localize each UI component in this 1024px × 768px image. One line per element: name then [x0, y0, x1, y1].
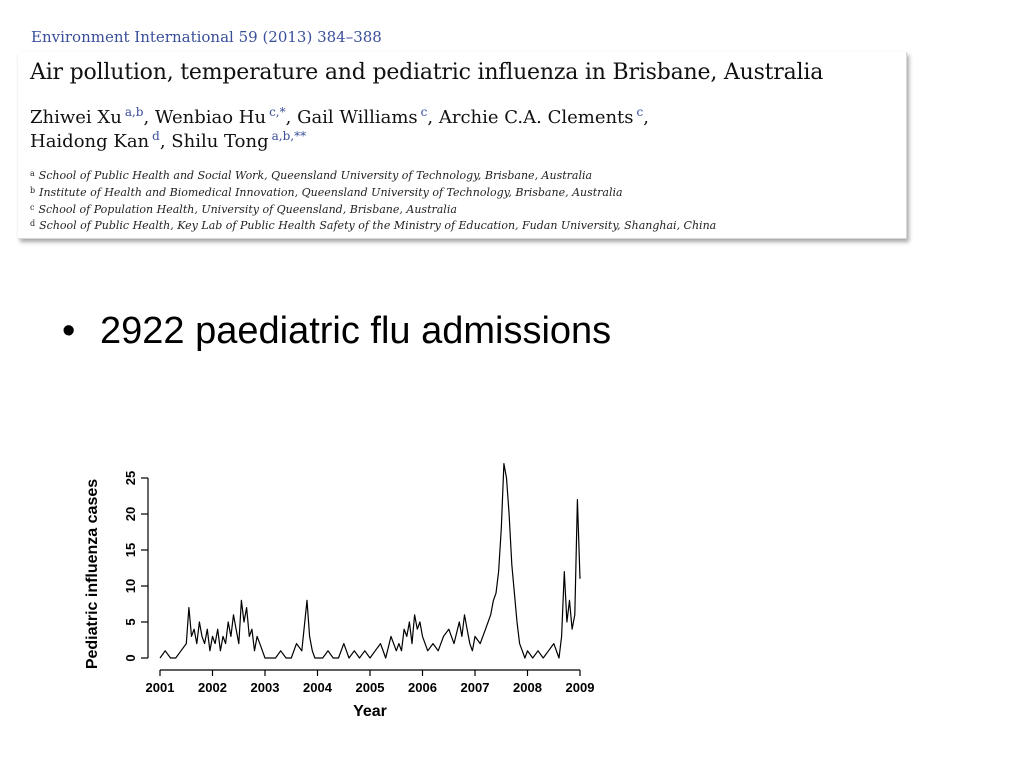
journal-citation: Environment International 59 (2013) 384–… — [31, 28, 382, 46]
author-name: Gail Williams — [297, 107, 418, 128]
chart-root: 0 5 10 15 20 25 2001 2002 2003 2004 2005 2006 2007 20… — [84, 463, 595, 720]
author-name: Wenbiao Hu — [154, 107, 267, 128]
author-affiliation-marker[interactable]: c — [636, 105, 644, 119]
author-affiliation-marker[interactable]: c,* — [269, 105, 286, 119]
affiliation-text: Institute of Health and Biomedical Innov… — [39, 186, 623, 199]
y-tick-label: 10 — [123, 579, 138, 593]
affiliation-text: School of Population Health, University … — [38, 203, 457, 216]
bullet-point: • 2922 paediatric flu admissions — [62, 310, 611, 353]
x-tick-label: 2003 — [251, 680, 280, 695]
paper-header-card — [18, 52, 907, 239]
affiliation-d: d School of Public Health, Key Lab of Pub… — [30, 219, 716, 232]
x-tick-label: 2007 — [461, 680, 490, 695]
author-separator: , — [427, 107, 439, 128]
x-tick-label: 2006 — [408, 680, 437, 695]
bullet-text: 2922 paediatric flu admissions — [100, 310, 612, 352]
affiliation-key: b — [30, 186, 36, 195]
author-name: Shilu Tong — [171, 131, 269, 152]
author-affiliation-marker[interactable]: a,b,** — [271, 129, 307, 143]
affiliation-key: a — [30, 169, 35, 178]
y-tick-label: 0 — [123, 654, 138, 661]
affiliation-b: b Institute of Health and Biomedical Inno… — [30, 186, 623, 199]
series-line — [159, 463, 581, 659]
y-tick-label: 5 — [123, 618, 138, 625]
y-tick-label: 15 — [123, 543, 138, 557]
authors-line-1: Zhiwei Xu a,b, Wenbiao Hu c,*, Gail Willia… — [30, 105, 649, 128]
x-tick-label: 2008 — [513, 680, 542, 695]
author-separator: , — [159, 131, 172, 152]
affiliation-text: School of Public Health, Key Lab of Publ… — [39, 219, 717, 232]
paper-title: Air pollution, temperature and pediatric… — [30, 60, 824, 85]
x-tick-label: 2002 — [198, 680, 227, 695]
author-name: Archie C.A. Clements — [438, 107, 634, 128]
author-separator: , — [143, 107, 155, 128]
x-tick-label: 2001 — [146, 680, 175, 695]
affiliation-c: c School of Population Health, University… — [30, 203, 457, 216]
affiliation-text: School of Public Health and Social Work,… — [38, 169, 593, 182]
affiliation-a: a School of Public Health and Social Work… — [30, 169, 592, 182]
author-name: Haidong Kan — [30, 131, 150, 152]
y-tick-label: 25 — [123, 471, 138, 485]
y-axis-label: Pediatric influenza cases — [84, 479, 101, 669]
x-tick-label: 2004 — [303, 680, 333, 695]
author-affiliation-marker[interactable]: c — [420, 105, 428, 119]
y-tick-label: 20 — [123, 507, 138, 521]
x-axis-label: Year — [353, 703, 387, 720]
bullet-dot: • — [62, 310, 76, 352]
author-name: Zhiwei Xu — [30, 107, 122, 128]
x-tick-label: 2005 — [356, 680, 385, 695]
author-separator: , — [643, 107, 649, 128]
influenza-time-series-chart: 0 5 10 15 20 25 2001 2002 2003 2004 2005 2006 2007 20… — [84, 463, 595, 720]
author-separator: , — [285, 107, 298, 128]
author-affiliation-marker[interactable]: d — [152, 129, 160, 143]
affiliation-key: c — [30, 203, 35, 212]
affiliation-key: d — [30, 219, 36, 228]
authors-line-2: Haidong Kan d, Shilu Tong a,b,** — [30, 129, 307, 152]
x-tick-label: 2009 — [566, 680, 595, 695]
author-affiliation-marker[interactable]: a,b — [124, 105, 144, 119]
